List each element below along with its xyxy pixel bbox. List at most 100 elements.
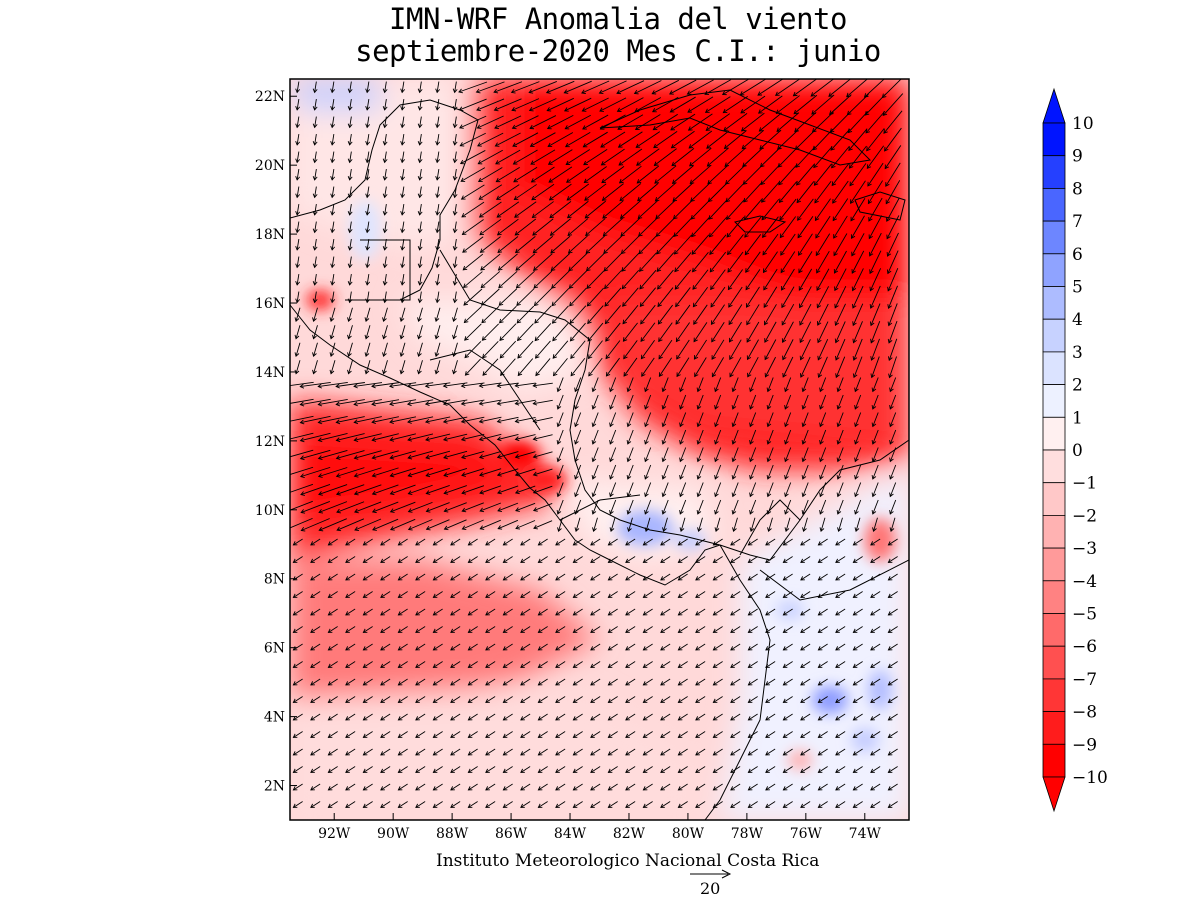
wind-vector bbox=[746, 339, 759, 361]
wind-vector bbox=[330, 291, 336, 304]
wind-vector bbox=[800, 591, 811, 598]
wind-vector bbox=[574, 464, 582, 480]
wind-vector bbox=[295, 116, 301, 129]
wind-vector bbox=[516, 305, 535, 324]
wind-vector bbox=[747, 713, 758, 721]
wind-vector bbox=[792, 79, 818, 97]
wind-vector bbox=[852, 713, 863, 721]
wind-vector bbox=[432, 643, 443, 651]
colorbar-segment bbox=[1042, 318, 1066, 353]
colorbar-label: 5 bbox=[1072, 278, 1083, 298]
wind-vector bbox=[450, 766, 461, 773]
wind-vector bbox=[642, 573, 653, 581]
wind-vector bbox=[546, 97, 574, 112]
wind-vector bbox=[450, 801, 461, 808]
wind-vector bbox=[353, 484, 382, 496]
wind-vector bbox=[591, 377, 599, 393]
wind-vector bbox=[292, 661, 303, 668]
wind-vector bbox=[417, 133, 423, 146]
wind-vector bbox=[834, 285, 847, 309]
wind-vector bbox=[658, 322, 673, 343]
wind-vector bbox=[312, 116, 318, 129]
wind-vector bbox=[335, 433, 365, 443]
wind-vector bbox=[415, 556, 426, 563]
wind-vector bbox=[819, 447, 827, 463]
wind-vector bbox=[467, 538, 478, 546]
wind-vector bbox=[749, 412, 757, 428]
wind-vector bbox=[485, 643, 496, 651]
wind-vector bbox=[607, 573, 618, 581]
wind-vector bbox=[330, 98, 336, 111]
wind-vector bbox=[732, 517, 738, 533]
wind-vector bbox=[415, 731, 426, 738]
wind-vector bbox=[712, 678, 723, 686]
wind-vector bbox=[479, 236, 501, 253]
wind-vector bbox=[347, 307, 353, 323]
wind-vector bbox=[327, 748, 338, 756]
wind-vector bbox=[625, 661, 636, 668]
wind-vector bbox=[801, 464, 809, 480]
colorbar-segment bbox=[1042, 515, 1066, 549]
wind-vector bbox=[294, 307, 301, 323]
wind-vector bbox=[886, 215, 900, 240]
colorbar-label: −4 bbox=[1072, 572, 1097, 592]
wind-vector bbox=[400, 291, 406, 304]
wind-vector bbox=[782, 356, 794, 378]
wind-vector bbox=[779, 198, 797, 221]
wind-vector bbox=[815, 233, 831, 257]
wind-vector bbox=[709, 251, 727, 273]
wind-vector bbox=[819, 429, 827, 445]
wind-vector bbox=[417, 238, 423, 251]
wind-vector bbox=[889, 429, 897, 445]
colorbar-segment bbox=[1042, 547, 1066, 582]
wind-vector bbox=[747, 696, 758, 703]
wind-vector bbox=[432, 783, 443, 791]
wind-vector bbox=[660, 556, 671, 563]
wind-vector bbox=[870, 678, 881, 686]
wind-vector bbox=[362, 783, 373, 791]
wind-vector bbox=[586, 287, 604, 307]
wind-vector bbox=[345, 591, 356, 598]
wind-vector bbox=[365, 238, 371, 251]
wind-vector bbox=[407, 433, 434, 442]
wind-vector bbox=[800, 556, 811, 563]
wind-vector bbox=[765, 573, 776, 581]
wind-vector bbox=[400, 273, 406, 286]
wind-vector bbox=[532, 399, 553, 406]
wind-vector bbox=[353, 450, 382, 460]
wind-vector bbox=[389, 399, 417, 407]
wind-vector bbox=[765, 661, 776, 668]
wind-vector bbox=[590, 801, 601, 808]
wind-vector bbox=[327, 626, 338, 633]
wind-vector bbox=[796, 163, 815, 186]
wind-vector bbox=[866, 145, 885, 170]
wind-vector bbox=[295, 291, 301, 304]
wind-vector bbox=[435, 291, 441, 304]
wind-vector bbox=[382, 98, 388, 111]
wind-vector bbox=[590, 626, 601, 633]
wind-vector bbox=[478, 201, 502, 218]
wind-vector bbox=[485, 573, 496, 581]
wind-vector bbox=[730, 801, 741, 808]
wind-vector bbox=[609, 499, 617, 515]
wind-vector bbox=[764, 339, 777, 361]
wind-vector bbox=[819, 482, 827, 498]
wind-vector bbox=[397, 538, 408, 546]
wind-vector bbox=[515, 502, 536, 512]
wind-vector bbox=[654, 182, 676, 202]
wind-vector bbox=[762, 216, 779, 239]
wind-vector bbox=[317, 467, 348, 478]
wind-vector bbox=[382, 256, 388, 269]
wind-vector bbox=[312, 186, 318, 199]
wind-vector bbox=[290, 381, 314, 387]
wind-vector bbox=[458, 81, 488, 94]
wind-vector bbox=[415, 748, 426, 756]
wind-vector bbox=[817, 626, 828, 633]
wind-vector bbox=[661, 482, 669, 498]
wind-vector bbox=[677, 573, 688, 581]
wind-vector bbox=[634, 97, 662, 113]
wind-vector bbox=[485, 538, 496, 546]
wind-vector bbox=[481, 323, 499, 341]
wind-vector bbox=[887, 538, 898, 546]
wind-vector bbox=[590, 748, 601, 756]
